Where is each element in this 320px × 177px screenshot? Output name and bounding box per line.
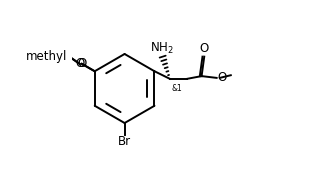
Text: NH$_2$: NH$_2$	[150, 41, 174, 56]
Text: methyl: methyl	[26, 50, 67, 63]
Text: O: O	[218, 71, 227, 84]
Text: O: O	[77, 58, 87, 70]
Text: &1: &1	[172, 84, 182, 93]
Text: O: O	[200, 42, 209, 55]
Text: O: O	[75, 57, 84, 70]
Text: Br: Br	[118, 135, 131, 148]
